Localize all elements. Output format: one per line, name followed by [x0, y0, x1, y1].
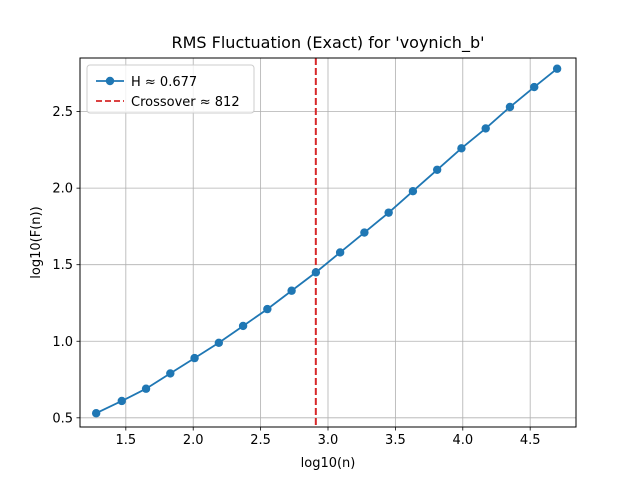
data-point — [335, 248, 345, 257]
legend-series-label: H ≈ 0.677 — [131, 75, 197, 90]
data-point — [238, 321, 248, 331]
y-tick-label: 1.0 — [52, 335, 73, 350]
chart-title: RMS Fluctuation (Exact) for 'voynich_b' — [171, 33, 484, 53]
data-point — [552, 64, 562, 73]
data-point — [311, 268, 321, 277]
legend-crossover-label: Crossover ≈ 812 — [131, 95, 240, 110]
data-point — [384, 208, 393, 217]
x-tick-label: 3.5 — [385, 433, 406, 448]
legend-box — [86, 64, 255, 114]
x-tick-label: 1.5 — [115, 433, 136, 448]
data-point — [457, 144, 466, 153]
data-series — [91, 64, 562, 418]
y-axis-label: log10(F(n)) — [29, 206, 44, 278]
grid — [80, 58, 576, 427]
x-tick-label: 4.5 — [520, 433, 541, 448]
y-tick-label: 1.5 — [52, 258, 73, 273]
y-tick-label: 0.5 — [52, 411, 73, 426]
x-tick-label: 4.0 — [452, 433, 473, 448]
data-point — [530, 82, 539, 92]
x-tick-label: 2.0 — [183, 433, 204, 448]
x-axis-label: log10(n) — [301, 456, 356, 471]
data-point — [505, 102, 515, 112]
data-point — [166, 369, 175, 378]
x-tick-label: 3.0 — [318, 433, 339, 448]
y-tick-label: 2.5 — [52, 105, 73, 120]
data-point — [408, 187, 418, 196]
legend-series-marker — [105, 76, 115, 86]
data-point — [432, 165, 442, 174]
legend: H ≈ 0.677 Crossover ≈ 812 — [86, 64, 255, 114]
series-line — [95, 68, 558, 415]
x-axis-ticks: 1.5 2.0 2.5 3.0 3.5 4.0 4.5 — [115, 427, 541, 448]
y-axis-ticks: 0.5 1.0 1.5 2.0 2.5 — [52, 105, 80, 426]
data-point — [117, 396, 126, 406]
data-point — [360, 228, 369, 237]
data-point — [287, 286, 296, 295]
data-point — [190, 353, 199, 363]
y-tick-label: 2.0 — [52, 182, 73, 197]
data-point — [263, 304, 272, 314]
data-point — [481, 124, 490, 133]
x-tick-label: 2.5 — [250, 433, 271, 448]
data-point — [91, 409, 101, 418]
data-point — [141, 384, 151, 393]
data-point — [214, 338, 224, 347]
